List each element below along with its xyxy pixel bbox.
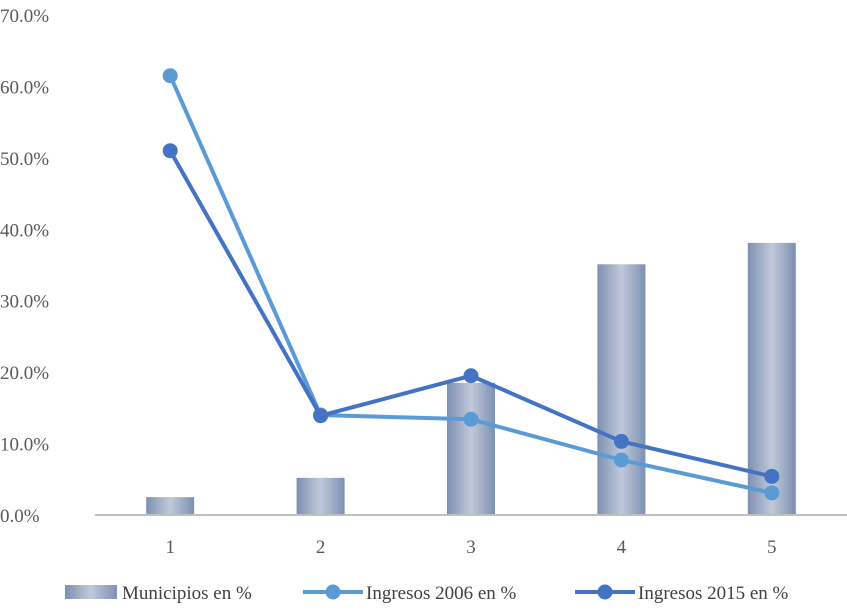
data-point xyxy=(764,485,780,501)
x-tick-label: 4 xyxy=(617,537,627,558)
data-point xyxy=(313,408,329,424)
bar xyxy=(296,477,345,515)
y-tick-label: 30.0% xyxy=(0,292,49,313)
y-tick-label: 60.0% xyxy=(0,77,49,98)
data-point xyxy=(613,433,629,449)
line-series xyxy=(162,68,780,501)
legend-label: Ingresos 2006 en % xyxy=(366,583,517,604)
data-point xyxy=(613,452,629,468)
x-tick-label: 1 xyxy=(165,537,175,558)
y-tick-label: 50.0% xyxy=(0,149,49,170)
legend: Municipios en % Ingresos 2006 en % Ingreso… xyxy=(65,583,789,604)
data-point xyxy=(162,143,178,159)
x-axis-ticks: 1 2 3 4 5 xyxy=(165,537,776,558)
y-axis-ticks: 0.0% 10.0% 20.0% 30.0% 40.0% 50.0% 60.0% 70.0% xyxy=(0,6,49,527)
legend-item: Ingresos 2015 en % xyxy=(575,583,789,604)
legend-marker xyxy=(597,584,613,600)
y-tick-label: 40.0% xyxy=(0,220,49,241)
x-tick-label: 2 xyxy=(316,537,326,558)
legend-label: Municipios en % xyxy=(122,583,252,604)
x-tick-label: 5 xyxy=(767,537,777,558)
y-tick-label: 70.0% xyxy=(0,6,49,27)
legend-swatch xyxy=(65,585,117,599)
data-point xyxy=(162,68,178,84)
data-point xyxy=(463,411,479,427)
legend-item: Municipios en % xyxy=(65,583,252,604)
bar xyxy=(447,382,495,515)
y-tick-label: 10.0% xyxy=(0,435,49,456)
legend-marker xyxy=(325,584,341,600)
data-point xyxy=(764,468,780,484)
bar xyxy=(146,497,195,515)
y-tick-label: 20.0% xyxy=(0,363,49,384)
legend-item: Ingresos 2006 en % xyxy=(303,583,517,604)
y-tick-label: 0.0% xyxy=(0,506,40,527)
x-tick-label: 3 xyxy=(466,537,476,558)
legend-label: Ingresos 2015 en % xyxy=(638,583,789,604)
bar xyxy=(597,264,646,515)
data-point xyxy=(463,368,479,384)
